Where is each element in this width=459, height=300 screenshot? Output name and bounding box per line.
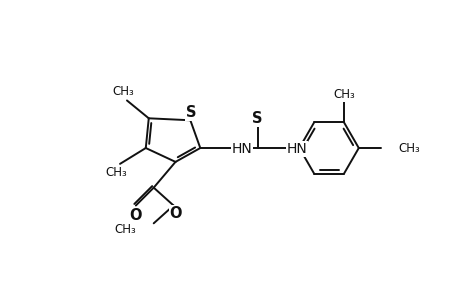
Text: HN: HN (286, 142, 307, 156)
Text: CH₃: CH₃ (112, 85, 134, 98)
Text: HN: HN (231, 142, 252, 156)
Text: O: O (169, 206, 181, 221)
Text: S: S (186, 105, 196, 120)
Text: CH₃: CH₃ (332, 88, 354, 101)
Text: O: O (129, 208, 142, 223)
Text: CH₃: CH₃ (114, 223, 135, 236)
Text: S: S (252, 111, 263, 126)
Text: CH₃: CH₃ (105, 166, 127, 179)
Text: CH₃: CH₃ (397, 142, 419, 154)
